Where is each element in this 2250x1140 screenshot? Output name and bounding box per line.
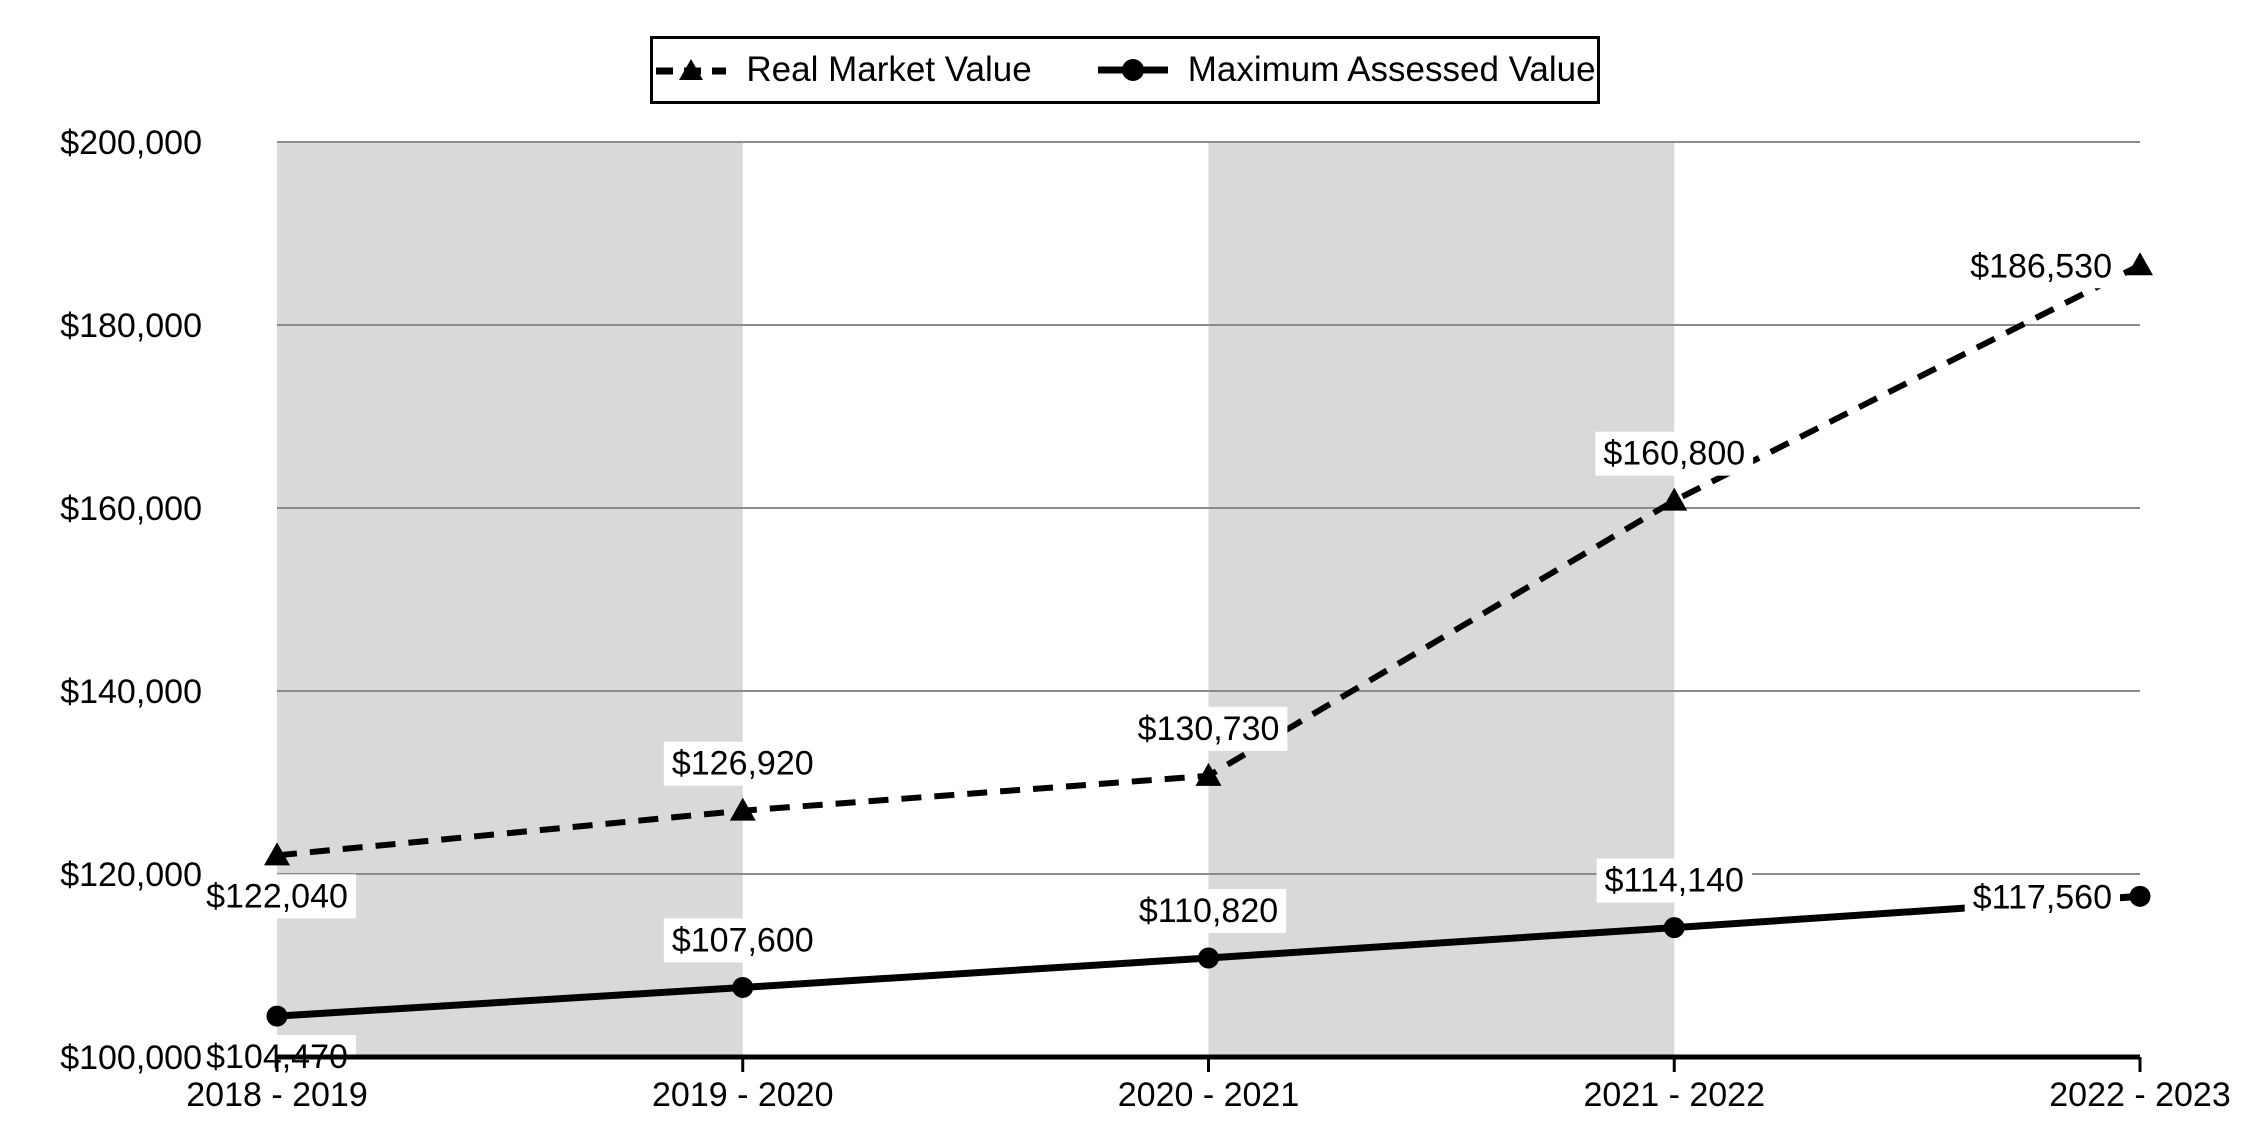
triangle-marker (2127, 252, 2153, 276)
data-label-bg (663, 741, 822, 786)
data-label: $114,140 (1596, 858, 1752, 903)
data-label-text: $110,820 (1139, 892, 1278, 930)
legend-item-real-market-value: Real Market Value (654, 50, 1032, 90)
data-label-bg (1964, 875, 2120, 920)
chart-legend: Real Market Value Maximum Assessed Value (650, 36, 1600, 104)
circle-marker (2129, 885, 2151, 907)
data-label-bg (1129, 706, 1288, 751)
data-label-bg (1596, 858, 1752, 903)
data-label: $122,040 (198, 874, 356, 919)
triangle-marker (264, 842, 290, 866)
x-tick-label: 2020 - 2021 (1118, 1076, 1300, 1114)
circle-marker (1198, 947, 1219, 969)
x-tick-label: 2021 - 2022 (1584, 1076, 1766, 1114)
data-label-text: $160,800 (1603, 435, 1745, 473)
data-label: $126,920 (663, 741, 822, 786)
legend-item-maximum-assessed-value: Maximum Assessed Value (1096, 50, 1596, 90)
data-label-bg (663, 918, 822, 963)
data-label: $130,730 (1129, 706, 1288, 751)
data-label: $186,530 (1962, 244, 2120, 289)
triangle-marker (729, 797, 756, 821)
data-label-bg (1962, 244, 2120, 289)
data-label-bg (1130, 888, 1287, 933)
data-label: $107,600 (663, 918, 822, 963)
legend-label-real-market-value: Real Market Value (746, 50, 1032, 89)
data-label: $160,800 (1595, 431, 1754, 476)
circle-marker (266, 1005, 288, 1027)
y-tick-label: $120,000 (60, 856, 202, 894)
data-label-text: $117,560 (1973, 878, 2112, 916)
data-label-text: $126,920 (672, 745, 814, 783)
data-label-text: $122,040 (206, 877, 348, 915)
data-label: $117,560 (1964, 875, 2120, 920)
circle-marker (732, 976, 754, 998)
legend-label-maximum-assessed-value: Maximum Assessed Value (1187, 50, 1596, 89)
data-label-text: $114,140 (1605, 862, 1744, 900)
y-tick-label: $160,000 (60, 490, 202, 528)
triangle-marker (1195, 762, 1222, 786)
y-tick-label: $100,000 (60, 1039, 202, 1077)
data-label-text: $107,600 (672, 921, 814, 959)
triangle-marker (1661, 487, 1688, 511)
y-tick-label: $140,000 (60, 673, 202, 711)
data-label-bg (198, 874, 356, 919)
circle-marker (1663, 917, 1685, 939)
data-label: $110,820 (1130, 888, 1287, 933)
x-tick-label: 2018 - 2019 (186, 1076, 368, 1114)
solid-line-circle-marker-icon (1097, 59, 1168, 81)
x-tick-label: 2019 - 2020 (652, 1076, 834, 1114)
data-label-text: $186,530 (1970, 247, 2112, 285)
y-tick-label: $180,000 (60, 307, 202, 345)
data-label-text: $130,730 (1138, 710, 1280, 748)
x-tick-label: 2022 - 2023 (2049, 1076, 2231, 1114)
data-label-bg (1595, 431, 1754, 476)
dashed-line-triangle-marker-icon (656, 59, 727, 80)
y-tick-label: $200,000 (60, 124, 202, 162)
